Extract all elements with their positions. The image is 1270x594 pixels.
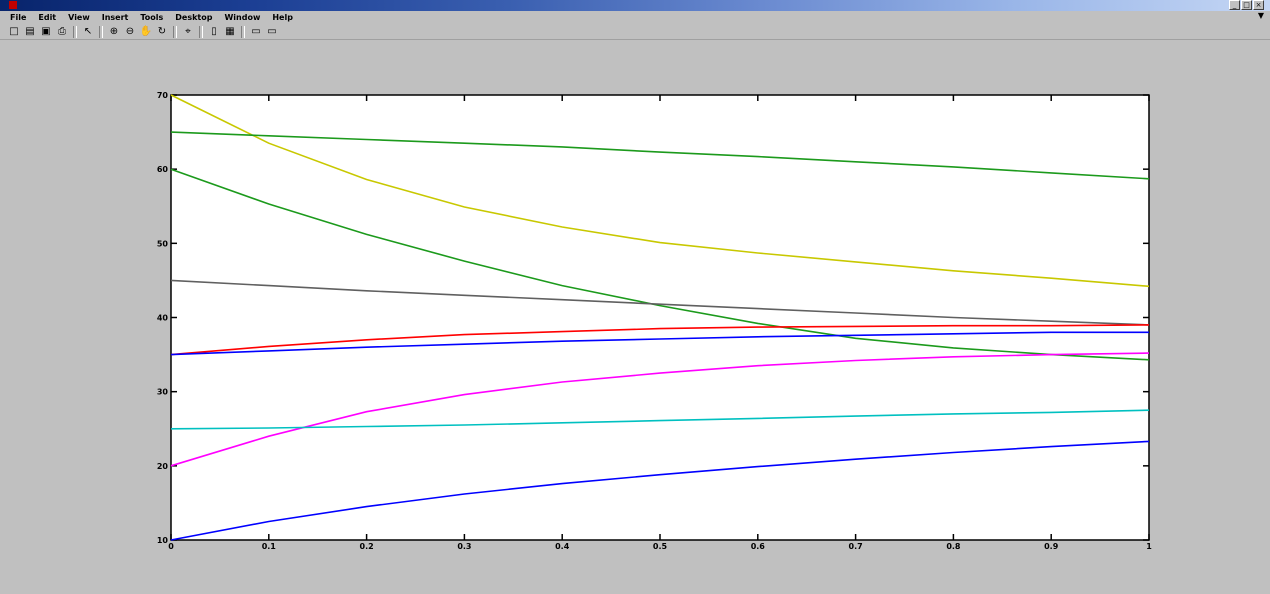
series-line-6	[170, 331, 1149, 356]
x-tick-label: 0.9	[1044, 542, 1059, 551]
x-tick-label: 0	[168, 542, 174, 551]
rotate-3d-icon[interactable]: ↻	[157, 25, 167, 37]
zoom-out-icon[interactable]: ⊖	[125, 25, 135, 37]
series-line-8	[170, 409, 1150, 430]
x-tick-label: 0.8	[946, 542, 961, 551]
menu-edit[interactable]: Edit	[38, 12, 57, 22]
window-controls: _ □ ×	[1229, 0, 1264, 11]
colorbar-icon[interactable]: ▯	[211, 25, 217, 37]
toolbar-separator	[173, 25, 177, 38]
minimize-button[interactable]: _	[1229, 0, 1240, 10]
y-tick-label: 70	[157, 91, 169, 100]
print-icon[interactable]: ⎙	[58, 25, 66, 37]
figure-toolbar: □ ▤ ▣ ⎙ ↖ ⊕ ⊖ ✋ ↻ ⌖ ▯ ▦ ▭ ▭	[0, 24, 1270, 40]
menu-insert[interactable]: Insert	[101, 12, 129, 22]
select-arrow-icon[interactable]: ↖	[83, 25, 93, 37]
menu-file[interactable]: File	[10, 12, 27, 22]
y-tick-label: 50	[157, 239, 169, 248]
zoom-in-icon[interactable]: ⊕	[109, 25, 119, 37]
series-line-5	[170, 324, 1150, 356]
series-line-2	[170, 131, 1150, 180]
title-bar: _ □ ×	[0, 0, 1270, 11]
x-tick-label: 0.7	[849, 542, 863, 551]
series-line-1	[170, 94, 1150, 288]
toolbar-separator	[199, 25, 203, 38]
y-tick-label: 30	[157, 388, 169, 397]
x-tick-label: 0.6	[751, 542, 766, 551]
menu-window[interactable]: Window	[224, 12, 261, 22]
show-plot-tools-icon[interactable]: ▭	[267, 25, 277, 37]
menu-tools[interactable]: Tools	[140, 12, 164, 22]
series-line-7	[170, 352, 1150, 467]
x-tick-label: 0.5	[653, 542, 668, 551]
toolbar-separator	[73, 25, 77, 38]
y-tick-label: 60	[157, 165, 169, 174]
new-figure-icon[interactable]: □	[9, 25, 19, 37]
data-cursor-icon[interactable]: ⌖	[185, 25, 191, 37]
series-line-9	[170, 440, 1150, 541]
x-tick-label: 0.2	[360, 542, 374, 551]
menu-view[interactable]: View	[68, 12, 90, 22]
y-tick-label: 20	[157, 462, 169, 471]
x-tick-label: 0.4	[555, 542, 570, 551]
y-tick-label: 40	[157, 314, 169, 323]
y-tick-label: 10	[157, 536, 169, 545]
menu-dock-arrow-icon[interactable]: ▼	[1257, 11, 1264, 20]
menu-help[interactable]: Help	[272, 12, 293, 22]
toolbar-separator	[241, 25, 245, 38]
menu-bar: File Edit View Insert Tools Desktop Wind…	[0, 11, 1270, 23]
x-tick-label: 0.3	[457, 542, 471, 551]
x-tick-label: 1	[1146, 542, 1152, 551]
matlab-figure-icon	[9, 1, 17, 9]
x-tick-label: 0.1	[262, 542, 277, 551]
hide-plot-tools-icon[interactable]: ▭	[251, 25, 261, 37]
maximize-button[interactable]: □	[1241, 0, 1252, 10]
open-file-icon[interactable]: ▤	[25, 25, 35, 37]
save-icon[interactable]: ▣	[41, 25, 51, 37]
menu-desktop[interactable]: Desktop	[175, 12, 213, 22]
legend-icon[interactable]: ▦	[225, 25, 235, 37]
series-line-3	[170, 168, 1150, 361]
pan-icon[interactable]: ✋	[139, 25, 153, 37]
toolbar-separator	[99, 25, 103, 38]
series-line-4	[170, 279, 1150, 326]
close-button[interactable]: ×	[1253, 0, 1264, 10]
